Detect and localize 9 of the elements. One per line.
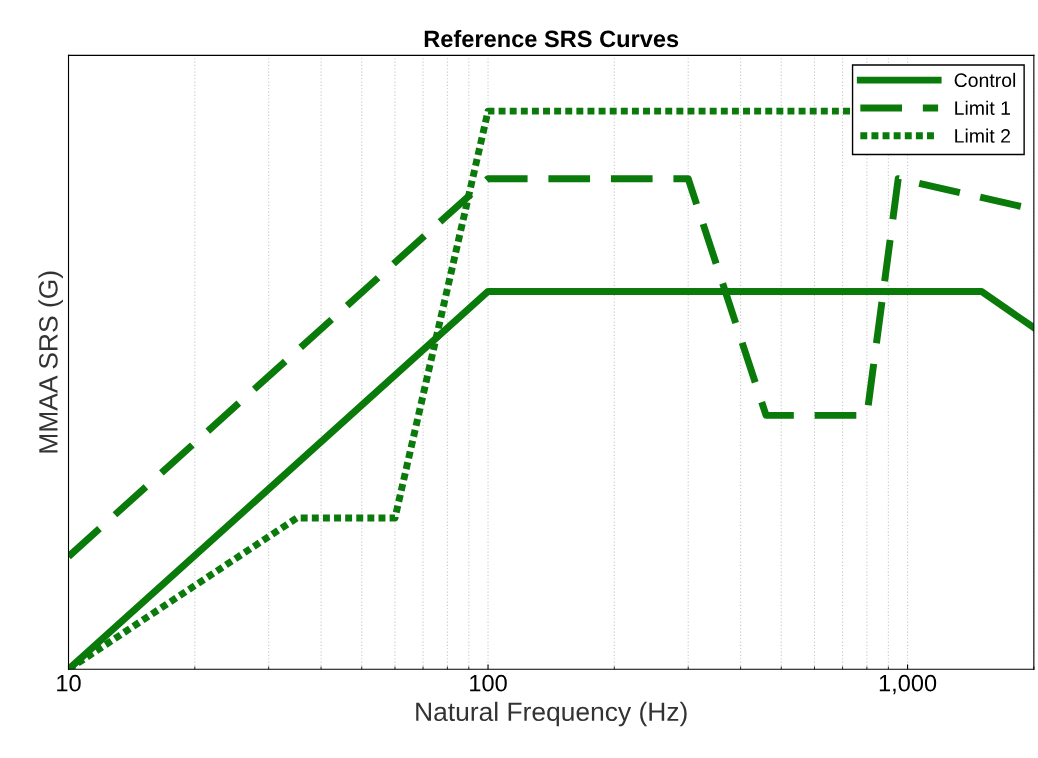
x-axis-title: Natural Frequency (Hz): [416, 701, 687, 727]
chart-title: Reference SRS Curves: [424, 29, 679, 48]
legend-label: Control: [954, 72, 1016, 88]
legend-label: Limit 1: [955, 100, 1010, 115]
y-axis-title: MMAA SRS (G): [38, 271, 63, 453]
x-tick-label: 100: [470, 674, 507, 692]
legend-label: Limit 2: [955, 128, 1010, 143]
x-tick-label: 10: [57, 674, 81, 692]
x-tick-label: 1,000: [879, 674, 937, 695]
